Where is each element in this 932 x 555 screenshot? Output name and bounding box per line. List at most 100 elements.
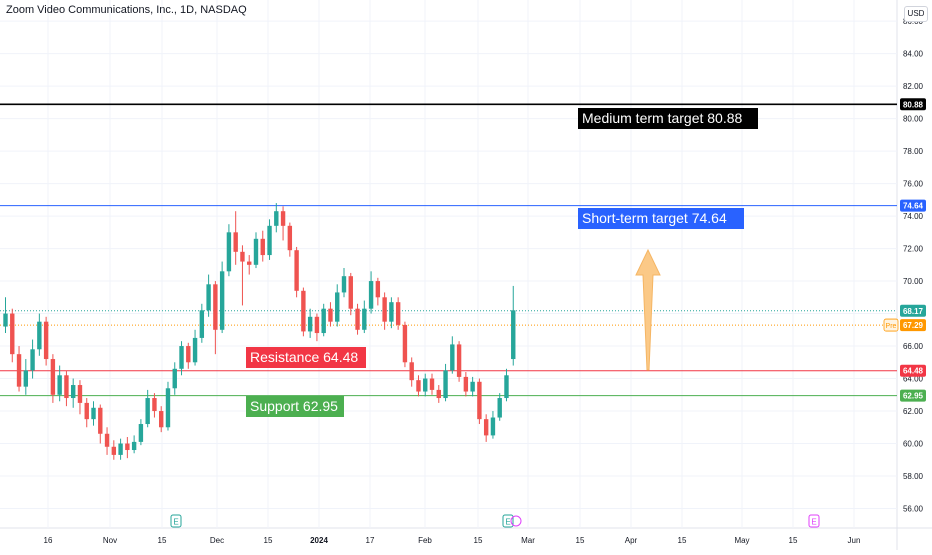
price-tag-label: 62.95 (903, 392, 924, 401)
x-tick-label: Dec (210, 536, 224, 545)
last-price-label: 68.17 (903, 307, 924, 316)
x-tick-label: 15 (264, 536, 273, 545)
candle-body (423, 378, 428, 392)
up-arrow-drawing[interactable] (635, 248, 661, 371)
candle-body (416, 380, 421, 392)
level-label-box (578, 208, 744, 229)
level-label-text: Short-term target 74.64 (582, 210, 727, 226)
y-tick-label: 78.00 (903, 147, 924, 156)
earnings-icon[interactable]: E (808, 514, 820, 528)
candle-body (192, 337, 198, 363)
candle-body (335, 292, 340, 322)
y-tick-label: 60.00 (903, 440, 924, 449)
level-label-box (246, 347, 366, 368)
candle-body (219, 271, 225, 330)
earnings-marker-box (170, 514, 182, 528)
x-tick-label: 15 (474, 536, 483, 545)
candle-body (348, 276, 353, 309)
candle-body (260, 238, 265, 256)
candle-body (490, 417, 496, 436)
candle-body (504, 375, 509, 399)
candle-body (233, 232, 238, 252)
candle-body (389, 302, 394, 322)
x-tick-label: 2024 (310, 536, 328, 545)
candle-body (159, 411, 164, 428)
earnings-marker-label: E (173, 518, 178, 527)
price-tag (900, 364, 926, 377)
candle-body (477, 381, 482, 420)
candle-body (165, 388, 171, 428)
candle-body (10, 313, 15, 355)
x-tick-label: Apr (625, 536, 638, 545)
x-tick-label: 15 (678, 536, 687, 545)
candle-body (118, 443, 123, 455)
candle-body (199, 310, 205, 338)
level-label-box (578, 108, 758, 129)
earnings-icon[interactable]: E (502, 514, 522, 528)
candle-body (328, 308, 333, 322)
candle-body (450, 344, 455, 371)
candle-body (152, 398, 157, 412)
x-tick-label: Feb (418, 536, 432, 545)
candle-body (483, 419, 489, 436)
y-tick-label: 64.00 (903, 375, 924, 384)
candle-body (226, 232, 232, 272)
pre-market-price-tag (900, 319, 926, 332)
x-tick-label: 17 (366, 536, 375, 545)
earnings-icon[interactable]: E (170, 514, 182, 528)
y-tick-label: 76.00 (903, 180, 924, 189)
candle-body (16, 354, 22, 387)
candle-body (240, 251, 245, 262)
candle-body (138, 424, 144, 442)
candle-body (57, 375, 62, 395)
price-tag (900, 389, 926, 402)
candle-body (307, 316, 313, 332)
time-axis[interactable]: 16 Nov 15 Dec 15 2024 17 Feb 15 Mar 15 Apr 15 May 15 Ju… (44, 536, 861, 545)
candle-body (172, 368, 177, 389)
currency-button[interactable]: USD (904, 6, 928, 22)
price-tag-label: 80.88 (903, 100, 924, 109)
x-tick-label: 15 (576, 536, 585, 545)
candle-body (253, 238, 259, 265)
up-arrow-icon[interactable] (635, 248, 661, 371)
candle-body (111, 446, 117, 455)
candle-body (511, 310, 516, 360)
candle-body (37, 321, 42, 350)
candle-body (355, 308, 360, 330)
dividend-marker (510, 515, 522, 527)
y-tick-label: 58.00 (903, 472, 924, 481)
candle-body (382, 297, 387, 322)
candle-body (470, 381, 475, 392)
candle-body (402, 324, 408, 363)
x-tick-label: Jun (848, 536, 861, 545)
candle-body (301, 290, 306, 332)
candle-body (436, 389, 441, 399)
chart-title: Zoom Video Communications, Inc., 1D, NAS… (6, 4, 247, 16)
pre-market-tag: Pre (886, 323, 897, 330)
candle-body (131, 441, 137, 451)
earnings-marker-box (502, 514, 514, 528)
candle-body (274, 211, 279, 226)
candle-body (429, 378, 435, 390)
earnings-marker-box (808, 514, 820, 528)
candle-body (179, 346, 184, 369)
y-tick-label: 82.00 (903, 82, 924, 91)
pre-market-tag-box (883, 318, 899, 332)
candle-body (50, 359, 56, 395)
candle-body (84, 402, 89, 420)
candle-body (30, 349, 35, 371)
last-price-tag (900, 304, 926, 317)
candle-body (287, 225, 293, 251)
candle-body (125, 443, 130, 451)
level-label-text: Medium term target 80.88 (582, 110, 743, 126)
earnings-marker-label: E (505, 518, 510, 527)
level-label-text: Support 62.95 (250, 398, 338, 414)
candle-body (43, 321, 49, 360)
level-label-box (246, 396, 344, 417)
candle-body (375, 281, 381, 298)
y-tick-label: 74.00 (903, 212, 924, 221)
candle-body (395, 302, 401, 325)
